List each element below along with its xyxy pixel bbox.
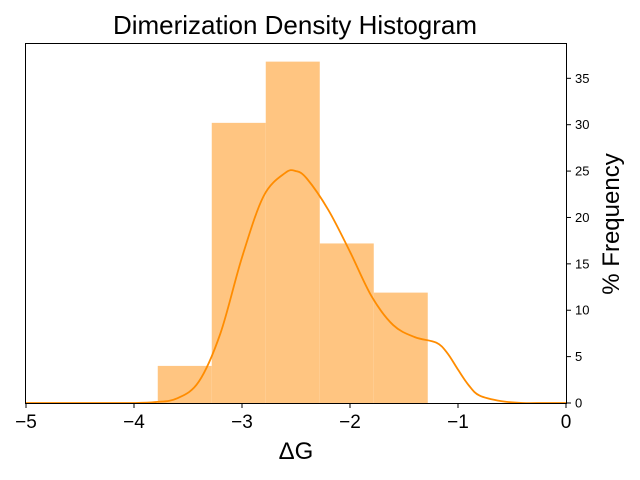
histogram-bar-3 [265, 61, 320, 403]
y-tick-label: 5 [575, 349, 582, 364]
histogram-bars [157, 61, 428, 403]
histogram-bar-2 [211, 122, 266, 403]
y-axis-ticks: 0 5 10 15 20 25 30 35 [566, 71, 589, 411]
y-tick-label: 20 [575, 210, 589, 225]
y-tick-label: 25 [575, 164, 589, 179]
y-tick-label: 35 [575, 71, 589, 86]
histogram-bar-1 [157, 365, 212, 403]
x-tick-label: −1 [447, 412, 469, 433]
y-tick-label: 15 [575, 256, 589, 271]
histogram-bar-4 [319, 243, 374, 403]
y-tick-label: 0 [575, 396, 582, 411]
x-tick-label: 0 [561, 412, 572, 433]
x-axis-ticks: −5 −4 −3 −2 −1 0 [15, 403, 571, 433]
x-tick-label: −3 [231, 412, 253, 433]
histogram-bar-5 [373, 292, 428, 403]
x-axis-label: ΔG [279, 438, 314, 465]
y-tick-label: 30 [575, 117, 589, 132]
y-tick-label: 10 [575, 303, 589, 318]
y-axis-label: % Frequency [598, 153, 625, 294]
density-curve [26, 169, 566, 405]
chart-title: Dimerization Density Histogram [113, 10, 477, 40]
x-tick-label: −2 [339, 412, 361, 433]
plot-frame [25, 43, 567, 404]
x-tick-label: −4 [123, 412, 145, 433]
x-tick-label: −5 [15, 412, 37, 433]
density-curve-layer [26, 169, 566, 405]
